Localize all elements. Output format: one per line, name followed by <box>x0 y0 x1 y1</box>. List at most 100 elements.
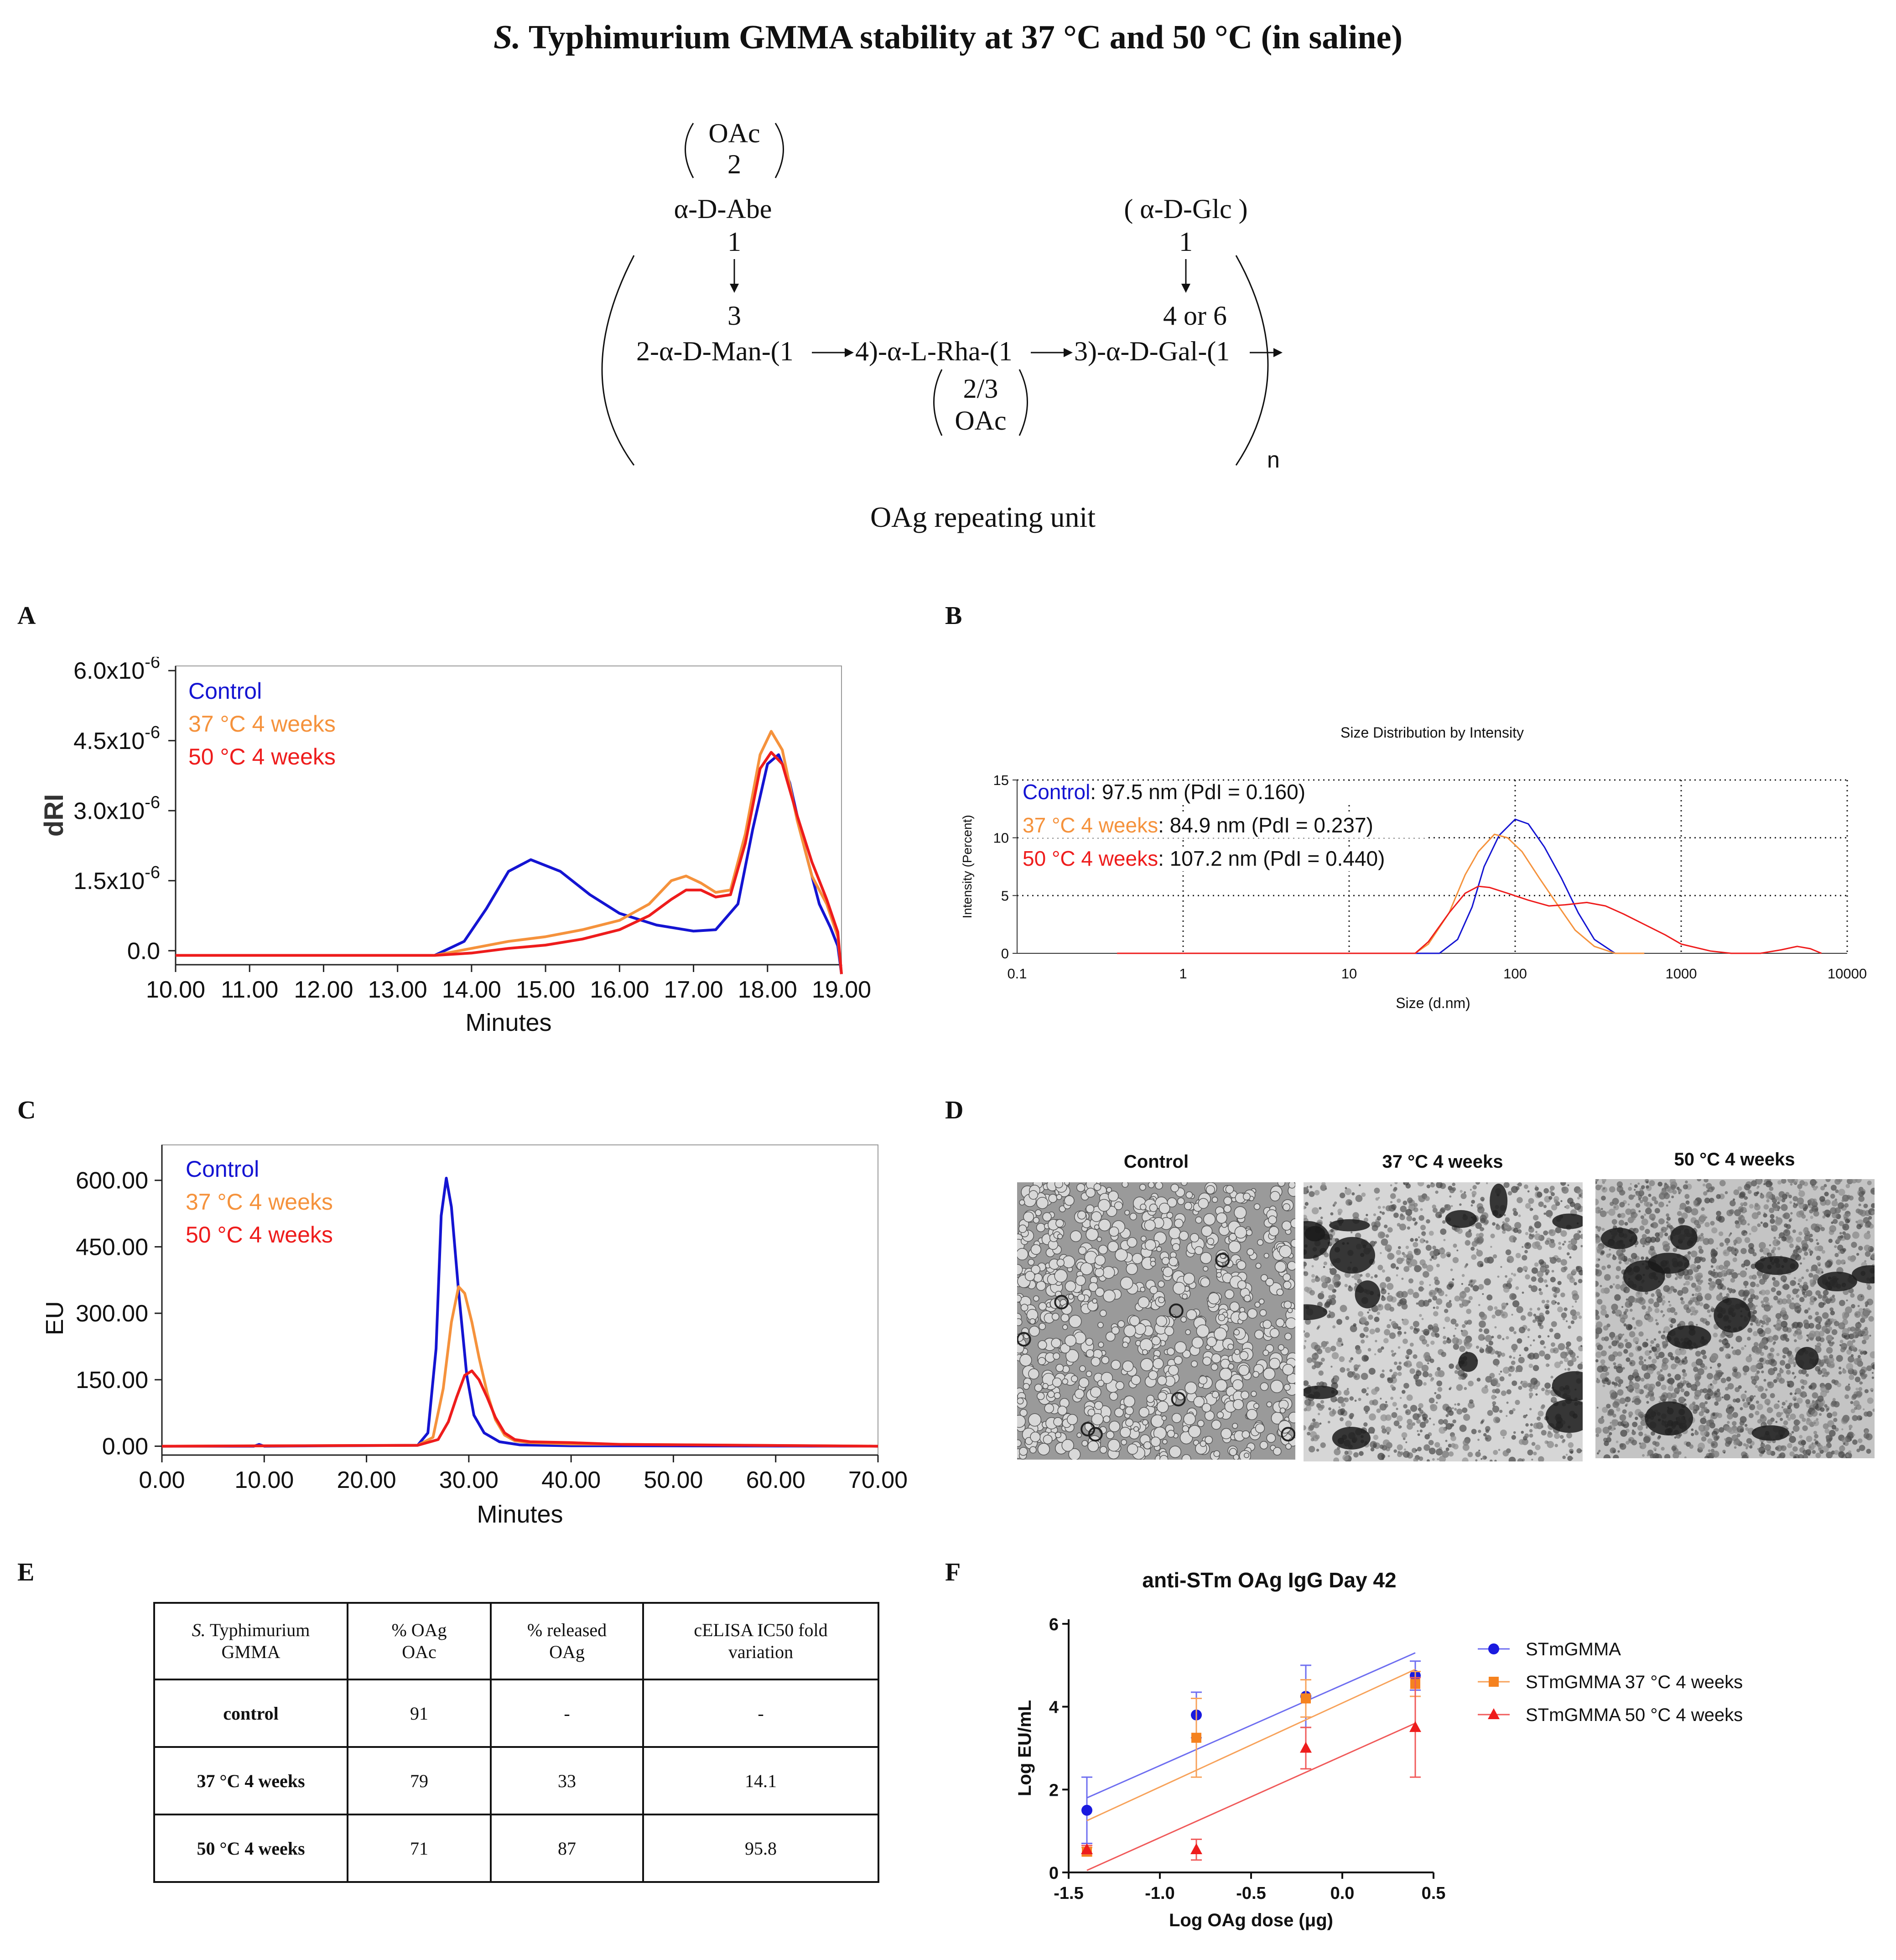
tem-speck <box>1861 1312 1868 1319</box>
tem-speck <box>1717 1413 1723 1418</box>
tem-speck <box>1699 1411 1704 1416</box>
tem-speck <box>1616 1407 1621 1412</box>
tem-speck <box>1629 1331 1636 1338</box>
tem-aggregate <box>1667 1325 1711 1349</box>
tem-speck <box>1808 1273 1813 1278</box>
tem-speck <box>1701 1257 1706 1262</box>
tem-speck <box>1799 1262 1802 1265</box>
tem-vesicle <box>1233 1399 1244 1410</box>
tem-speck <box>1716 1194 1721 1199</box>
tem-vesicle <box>1233 1329 1240 1336</box>
tem-speck <box>1674 1436 1677 1439</box>
tem-speck <box>1539 1291 1543 1295</box>
tem-speck <box>1486 1182 1488 1185</box>
tem-speck <box>1831 1425 1837 1430</box>
tem-vesicle <box>1268 1215 1277 1225</box>
tem-speck <box>1391 1412 1397 1418</box>
tem-vesicle <box>1085 1338 1093 1346</box>
tem-speck <box>1806 1419 1812 1425</box>
tem-speck <box>1367 1348 1371 1352</box>
tem-speck <box>1564 1368 1567 1371</box>
table-cell-oac: 91 <box>347 1679 492 1748</box>
tem-speck <box>1520 1370 1522 1373</box>
tem-vesicle <box>1283 1300 1292 1309</box>
tem-speck <box>1506 1256 1514 1263</box>
tem-vesicle <box>1139 1184 1146 1191</box>
tem-speck <box>1770 1218 1775 1224</box>
tem-speck <box>1445 1447 1449 1451</box>
tem-vesicle <box>1091 1357 1101 1367</box>
tem-speck <box>1403 1338 1408 1344</box>
tem-speck <box>1755 1373 1758 1377</box>
tem-speck <box>1314 1344 1321 1352</box>
tem-speck <box>1749 1445 1753 1449</box>
tem-speck <box>1439 1426 1446 1434</box>
glc-arrow-head <box>1181 284 1190 293</box>
tem-speck <box>1449 1283 1451 1286</box>
tem-vesicle <box>1086 1228 1099 1241</box>
tem-speck <box>1401 1432 1408 1438</box>
tem-speck <box>1545 1264 1549 1269</box>
tem-speck <box>1518 1386 1522 1390</box>
tem-speck <box>1838 1251 1841 1254</box>
tem-vesicle <box>1107 1439 1120 1452</box>
tem-speck <box>1376 1408 1381 1413</box>
tem-speck <box>1749 1304 1756 1311</box>
tem-speck <box>1779 1360 1786 1366</box>
tem-speck <box>1809 1279 1813 1284</box>
tem-speck <box>1337 1446 1340 1450</box>
tem-speck <box>1545 1210 1553 1217</box>
tem-speck <box>1390 1263 1396 1269</box>
tem-speck <box>1538 1418 1541 1421</box>
x-tick-label: 15.00 <box>516 977 575 1003</box>
tem-speck <box>1745 1268 1747 1270</box>
tem-speck <box>1760 1393 1767 1399</box>
tem-vesicle <box>1182 1293 1188 1300</box>
tem-speck <box>1478 1430 1481 1433</box>
tem-speck <box>1407 1251 1413 1256</box>
tem-speck <box>1683 1184 1688 1190</box>
tem-speck <box>1789 1201 1792 1204</box>
tem-speck <box>1838 1189 1845 1196</box>
tem-vesicle <box>1121 1439 1127 1445</box>
panel-label-d: D <box>945 1096 964 1124</box>
tem-speck <box>1537 1191 1543 1198</box>
tem-speck <box>1329 1268 1332 1271</box>
tem-speck <box>1304 1332 1310 1338</box>
tem-vesicle <box>1114 1201 1123 1210</box>
tem-speck <box>1428 1440 1434 1445</box>
tem-vesicle <box>1243 1295 1251 1302</box>
tem-speck <box>1452 1407 1454 1409</box>
tem-speck <box>1447 1253 1451 1258</box>
tem-speck <box>1645 1394 1649 1399</box>
tem-speck <box>1520 1315 1526 1321</box>
tem-speck <box>1795 1245 1800 1251</box>
tem-speck <box>1752 1315 1757 1321</box>
tem-speck <box>1757 1360 1760 1362</box>
tem-vesicle <box>1088 1282 1098 1292</box>
tem-speck <box>1397 1346 1401 1349</box>
tem-speck <box>1406 1394 1413 1401</box>
tem-speck <box>1851 1242 1857 1248</box>
tem-speck <box>1655 1290 1660 1295</box>
tem-speck <box>1831 1329 1838 1335</box>
tem-speck <box>1413 1207 1418 1212</box>
tem-vesicle <box>1242 1192 1251 1201</box>
tem-speck <box>1654 1441 1660 1447</box>
tem-speck <box>1330 1366 1333 1368</box>
tem-speck <box>1513 1431 1516 1434</box>
tem-speck <box>1647 1316 1654 1322</box>
tem-speck <box>1514 1222 1522 1229</box>
tem-speck <box>1534 1233 1541 1241</box>
tem-speck <box>1755 1364 1760 1368</box>
tem-speck <box>1569 1277 1575 1283</box>
tem-speck <box>1544 1353 1551 1360</box>
tem-speck <box>1601 1366 1608 1373</box>
tem-vesicle <box>1197 1419 1205 1427</box>
tem-speck <box>1738 1206 1744 1212</box>
tem-speck <box>1608 1354 1615 1362</box>
tem-speck <box>1443 1239 1446 1242</box>
tem-speck <box>1841 1199 1844 1202</box>
tem-speck <box>1611 1310 1616 1314</box>
tem-speck <box>1631 1253 1637 1259</box>
